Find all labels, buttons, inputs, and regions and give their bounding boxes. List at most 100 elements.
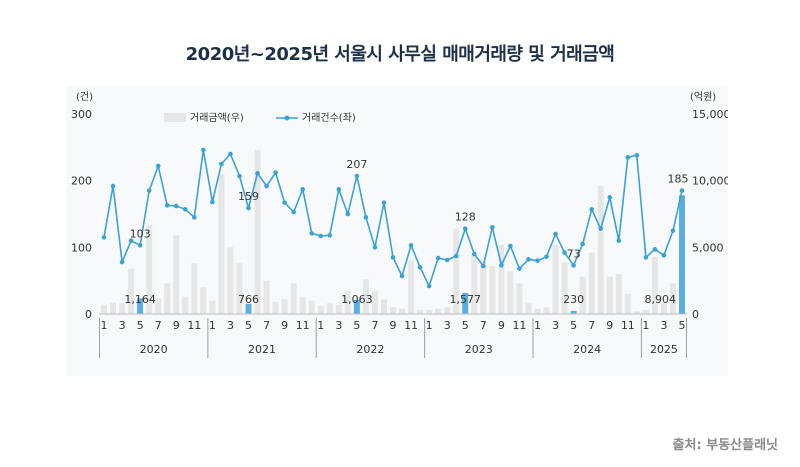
- line-point: [453, 253, 459, 259]
- line-point: [282, 200, 287, 205]
- chart-panel: (건) (억원) 0 100 200 300 0 5,000 10,000 15,000 거래금액(…: [66, 86, 728, 376]
- line-point: [517, 266, 522, 271]
- x-year-label: 2021: [248, 343, 276, 356]
- bar: [597, 186, 604, 314]
- right-tick-label: 10,000: [692, 175, 728, 188]
- bar: [362, 279, 369, 314]
- line-point: [652, 247, 658, 252]
- bar: [263, 280, 270, 314]
- x-month-label: 7: [480, 319, 487, 332]
- line-point: [110, 183, 116, 189]
- line-data-label: 207: [346, 158, 367, 171]
- line-point: [146, 188, 152, 193]
- x-month-label: 9: [281, 319, 288, 332]
- bar: [353, 299, 360, 314]
- x-month-label: 3: [552, 319, 559, 332]
- bar: [633, 311, 640, 314]
- bar: [146, 224, 153, 314]
- line-data-label: 103: [130, 227, 151, 240]
- chart-title: 2020년~2025년 서울시 사무실 매매거래량 및 거래금액: [185, 44, 615, 65]
- line-point: [219, 161, 224, 167]
- line-point: [417, 265, 423, 270]
- bar: [552, 244, 559, 314]
- right-axis-unit: (억원): [690, 91, 716, 103]
- line-point: [164, 203, 170, 208]
- bar: [110, 302, 117, 314]
- x-year-label: 2020: [140, 343, 168, 356]
- line-data-label: 73: [567, 247, 581, 260]
- bar-data-label: 766: [238, 293, 259, 306]
- x-month-label: 5: [570, 319, 577, 332]
- x-month-label: 9: [606, 319, 613, 332]
- line-point: [210, 199, 215, 205]
- line-point: [363, 215, 369, 220]
- x-month-label: 11: [621, 319, 635, 332]
- bar: [561, 262, 568, 314]
- x-month-label: 11: [404, 319, 418, 332]
- bar: [399, 308, 406, 314]
- bar: [453, 228, 460, 314]
- bar: [371, 291, 378, 314]
- bar: [173, 235, 180, 314]
- bar: [624, 294, 631, 314]
- line-point: [661, 253, 667, 258]
- bar: [588, 252, 595, 314]
- bar: [534, 308, 541, 314]
- line-point: [119, 259, 125, 265]
- line-point: [237, 173, 242, 179]
- bar: [272, 302, 279, 314]
- line-point: [462, 226, 468, 231]
- bar: [516, 283, 523, 314]
- x-month-label: 7: [371, 319, 378, 332]
- bar: [525, 303, 532, 314]
- bar: [290, 283, 297, 314]
- line-point: [607, 195, 613, 200]
- line-point: [372, 245, 378, 250]
- line-point: [309, 231, 315, 236]
- x-month-label: 1: [101, 319, 108, 332]
- x-month-label: 9: [498, 319, 505, 332]
- bar: [101, 304, 107, 314]
- legend-line-marker: [284, 115, 290, 121]
- right-tick-label: 0: [692, 308, 699, 321]
- left-tick-label: 300: [71, 108, 92, 121]
- line-point: [182, 207, 188, 212]
- line-point: [155, 163, 161, 169]
- line-point: [499, 263, 504, 268]
- bar: [660, 303, 667, 314]
- line-point: [571, 263, 576, 268]
- bar: [480, 260, 487, 314]
- x-month-label: 1: [209, 319, 216, 332]
- line-point: [508, 243, 513, 249]
- x-month-label: 9: [173, 319, 180, 332]
- line-point: [381, 200, 387, 205]
- line-point: [300, 187, 305, 192]
- bar: [317, 306, 324, 314]
- bar-data-label: 8,904: [645, 293, 677, 306]
- legend-line-label: 거래건수(좌): [302, 112, 356, 124]
- x-year-label: 2024: [573, 343, 601, 356]
- line-point: [580, 241, 585, 247]
- line-point: [444, 257, 450, 263]
- x-month-label: 1: [426, 319, 433, 332]
- bar: [299, 296, 306, 314]
- line-point: [426, 283, 432, 289]
- bar-data-label: 1,577: [450, 293, 482, 306]
- line-point: [490, 225, 495, 230]
- x-month-label: 5: [137, 319, 144, 332]
- x-month-label: 7: [263, 319, 270, 332]
- line-point: [354, 173, 360, 179]
- bar: [642, 310, 649, 314]
- bar: [471, 254, 478, 314]
- left-tick-label: 200: [71, 175, 92, 188]
- line-point: [128, 238, 134, 243]
- x-year-label: 2022: [356, 343, 384, 356]
- bar: [507, 271, 514, 314]
- line-point: [291, 209, 296, 215]
- bar: [417, 310, 424, 314]
- line-point: [273, 170, 278, 175]
- x-month-label: 1: [642, 319, 649, 332]
- line-point: [481, 263, 486, 269]
- line-data-label: 159: [238, 190, 259, 203]
- line-point: [327, 233, 333, 238]
